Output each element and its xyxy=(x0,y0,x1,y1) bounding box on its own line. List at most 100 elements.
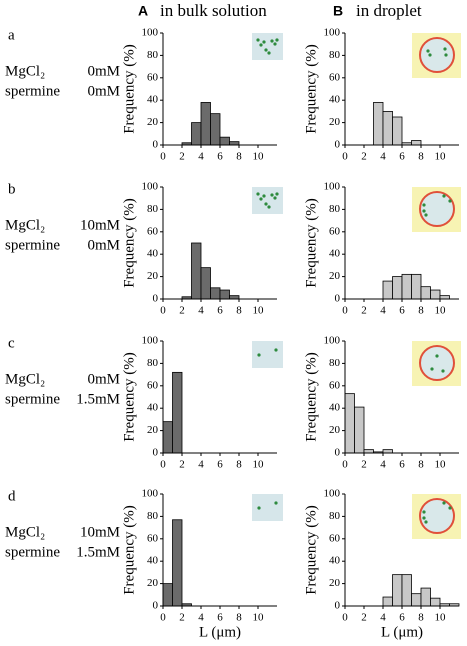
bar xyxy=(401,273,412,300)
inset xyxy=(252,341,283,368)
x-tick-label: 4 xyxy=(380,612,386,624)
y-tick-label: 0 xyxy=(335,447,341,459)
y-axis-label: Frequency (%) xyxy=(121,198,137,288)
y-tick-label: 80 xyxy=(147,49,159,61)
bar xyxy=(420,587,431,607)
x-tick-label: 8 xyxy=(418,612,424,624)
inset-dot xyxy=(422,203,426,207)
y-tick-label: 20 xyxy=(147,577,159,589)
bar xyxy=(430,597,441,607)
y-tick-label: 60 xyxy=(329,225,341,237)
y-tick-label: 40 xyxy=(147,94,159,106)
condition-name: MgCl₂ xyxy=(5,524,45,540)
inset-dot xyxy=(275,38,279,42)
inset-dot xyxy=(257,353,261,357)
y-axis-label: Frequency (%) xyxy=(303,352,319,442)
y-tick-label: 80 xyxy=(329,49,341,61)
y-tick-label: 80 xyxy=(147,510,159,522)
x-tick-label: 10 xyxy=(435,459,447,471)
y-axis-label: Frequency (%) xyxy=(303,198,319,288)
row-label: b xyxy=(8,181,16,197)
inset-dot xyxy=(424,213,428,217)
bar xyxy=(382,280,393,300)
inset-dot xyxy=(275,192,279,196)
x-tick-label: 2 xyxy=(179,612,185,624)
x-tick-label: 2 xyxy=(179,305,185,317)
condition-value: 0mM xyxy=(87,63,120,79)
y-tick-label: 20 xyxy=(147,424,159,436)
y-tick-label: 20 xyxy=(329,116,341,128)
x-tick-label: 4 xyxy=(380,151,386,163)
inset-dot xyxy=(424,520,428,524)
x-tick-label: 8 xyxy=(236,151,242,163)
row-label: a xyxy=(8,27,15,43)
x-tick-label: 2 xyxy=(179,459,185,471)
column-letter: B xyxy=(333,3,343,19)
inset-dot xyxy=(426,49,430,53)
inset-dot xyxy=(422,510,426,514)
bar xyxy=(392,574,403,607)
x-axis-label: L (μm) xyxy=(381,624,423,640)
x-tick-label: 8 xyxy=(418,305,424,317)
inset-dot xyxy=(442,194,446,198)
y-tick-label: 40 xyxy=(147,248,159,260)
y-tick-label: 0 xyxy=(335,139,341,151)
x-tick-label: 8 xyxy=(418,151,424,163)
x-tick-label: 10 xyxy=(253,305,265,317)
bar xyxy=(162,421,173,454)
y-tick-label: 0 xyxy=(335,293,341,305)
x-tick-label: 10 xyxy=(253,459,265,471)
inset-dot xyxy=(448,199,452,203)
x-tick-label: 6 xyxy=(399,459,405,471)
row-label: c xyxy=(8,335,15,351)
inset-dot xyxy=(267,205,271,209)
x-tick-label: 6 xyxy=(399,305,405,317)
y-tick-label: 60 xyxy=(147,379,159,391)
bar xyxy=(162,583,173,607)
bar xyxy=(354,406,365,454)
x-tick-label: 4 xyxy=(380,305,386,317)
y-tick-label: 40 xyxy=(147,402,159,414)
inset-dot xyxy=(442,501,446,505)
bar xyxy=(420,286,431,300)
inset-dot xyxy=(259,43,263,47)
y-tick-label: 60 xyxy=(329,532,341,544)
condition-value: 0mM xyxy=(87,83,120,99)
condition-value: 1.5mM xyxy=(76,544,120,560)
inset-dot xyxy=(257,506,261,510)
bar xyxy=(392,276,403,300)
inset-dot xyxy=(267,51,271,55)
x-tick-label: 2 xyxy=(361,305,367,317)
x-axis-label: L (μm) xyxy=(199,624,241,640)
y-tick-label: 60 xyxy=(147,532,159,544)
y-tick-label: 20 xyxy=(329,577,341,589)
x-tick-label: 6 xyxy=(399,612,405,624)
x-tick-label: 4 xyxy=(198,459,204,471)
bar xyxy=(382,596,393,607)
x-tick-label: 6 xyxy=(217,612,223,624)
y-tick-label: 80 xyxy=(329,510,341,522)
y-tick-label: 40 xyxy=(329,94,341,106)
inset-dot xyxy=(264,48,268,52)
inset-dot xyxy=(270,39,274,43)
bar xyxy=(411,140,422,146)
column-title: in droplet xyxy=(356,1,422,20)
y-tick-label: 100 xyxy=(142,181,159,193)
inset-dot xyxy=(274,501,278,505)
inset-dot xyxy=(441,369,445,373)
y-tick-label: 20 xyxy=(147,270,159,282)
inset-dot xyxy=(448,506,452,510)
column-title: in bulk solution xyxy=(160,1,267,20)
inset-dot xyxy=(259,197,263,201)
bar xyxy=(382,449,393,454)
inset-dot xyxy=(256,38,260,42)
y-tick-label: 100 xyxy=(324,181,341,193)
x-tick-label: 4 xyxy=(198,151,204,163)
y-tick-label: 40 xyxy=(329,248,341,260)
condition-name: spermine xyxy=(5,237,60,253)
x-tick-label: 10 xyxy=(253,151,265,163)
bar xyxy=(411,593,422,607)
inset-droplet xyxy=(419,345,455,381)
condition-name: MgCl₂ xyxy=(5,63,45,79)
